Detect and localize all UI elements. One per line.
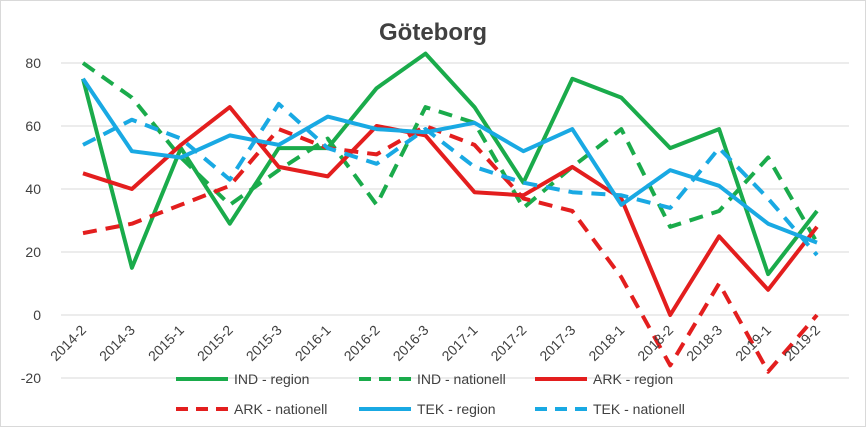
x-tick-label: 2014-2: [47, 322, 89, 364]
x-tick-label: 2018-2: [634, 322, 676, 364]
x-tick-label: 2017-3: [536, 322, 578, 364]
series-line-3: [82, 105, 819, 317]
y-tick-label: 60: [25, 118, 41, 134]
y-tick-label: 0: [33, 307, 41, 323]
x-tick-label: 2016-3: [390, 322, 432, 364]
legend-label-5: TEK - region: [417, 401, 496, 417]
y-tick-label: 20: [25, 244, 41, 260]
legend-label-1: IND - region: [234, 371, 309, 387]
series-line-1: [81, 51, 819, 277]
y-tick-label: -20: [21, 370, 41, 386]
x-tick-label: 2016-1: [292, 322, 334, 364]
series-line-2: [81, 61, 819, 244]
legend-label-3: ARK - region: [593, 371, 673, 387]
series-line-6: [82, 101, 819, 257]
chart-title: Göteborg: [379, 19, 487, 46]
x-tick-label: 2017-1: [438, 322, 480, 364]
x-tick-label: 2016-2: [341, 322, 383, 364]
x-tick-label: 2019-1: [732, 322, 774, 364]
x-tick-label: 2015-2: [194, 322, 236, 364]
legend-label-6: TEK - nationell: [593, 401, 685, 417]
legend-label-4: ARK - nationell: [234, 401, 327, 417]
y-tick-label: 80: [25, 55, 41, 71]
legend-label-2: IND - nationell: [417, 371, 506, 387]
x-tick-label: 2014-3: [96, 322, 138, 364]
x-tick-label: 2015-3: [243, 322, 285, 364]
x-tick-label: 2019-2: [781, 322, 823, 364]
x-tick-label: 2018-3: [683, 322, 725, 364]
x-tick-label: 2018-1: [585, 322, 627, 364]
y-tick-label: 40: [25, 181, 41, 197]
x-tick-label: 2015-1: [145, 322, 187, 364]
x-tick-label: 2017-2: [487, 322, 529, 364]
series-line-4: [82, 124, 819, 374]
